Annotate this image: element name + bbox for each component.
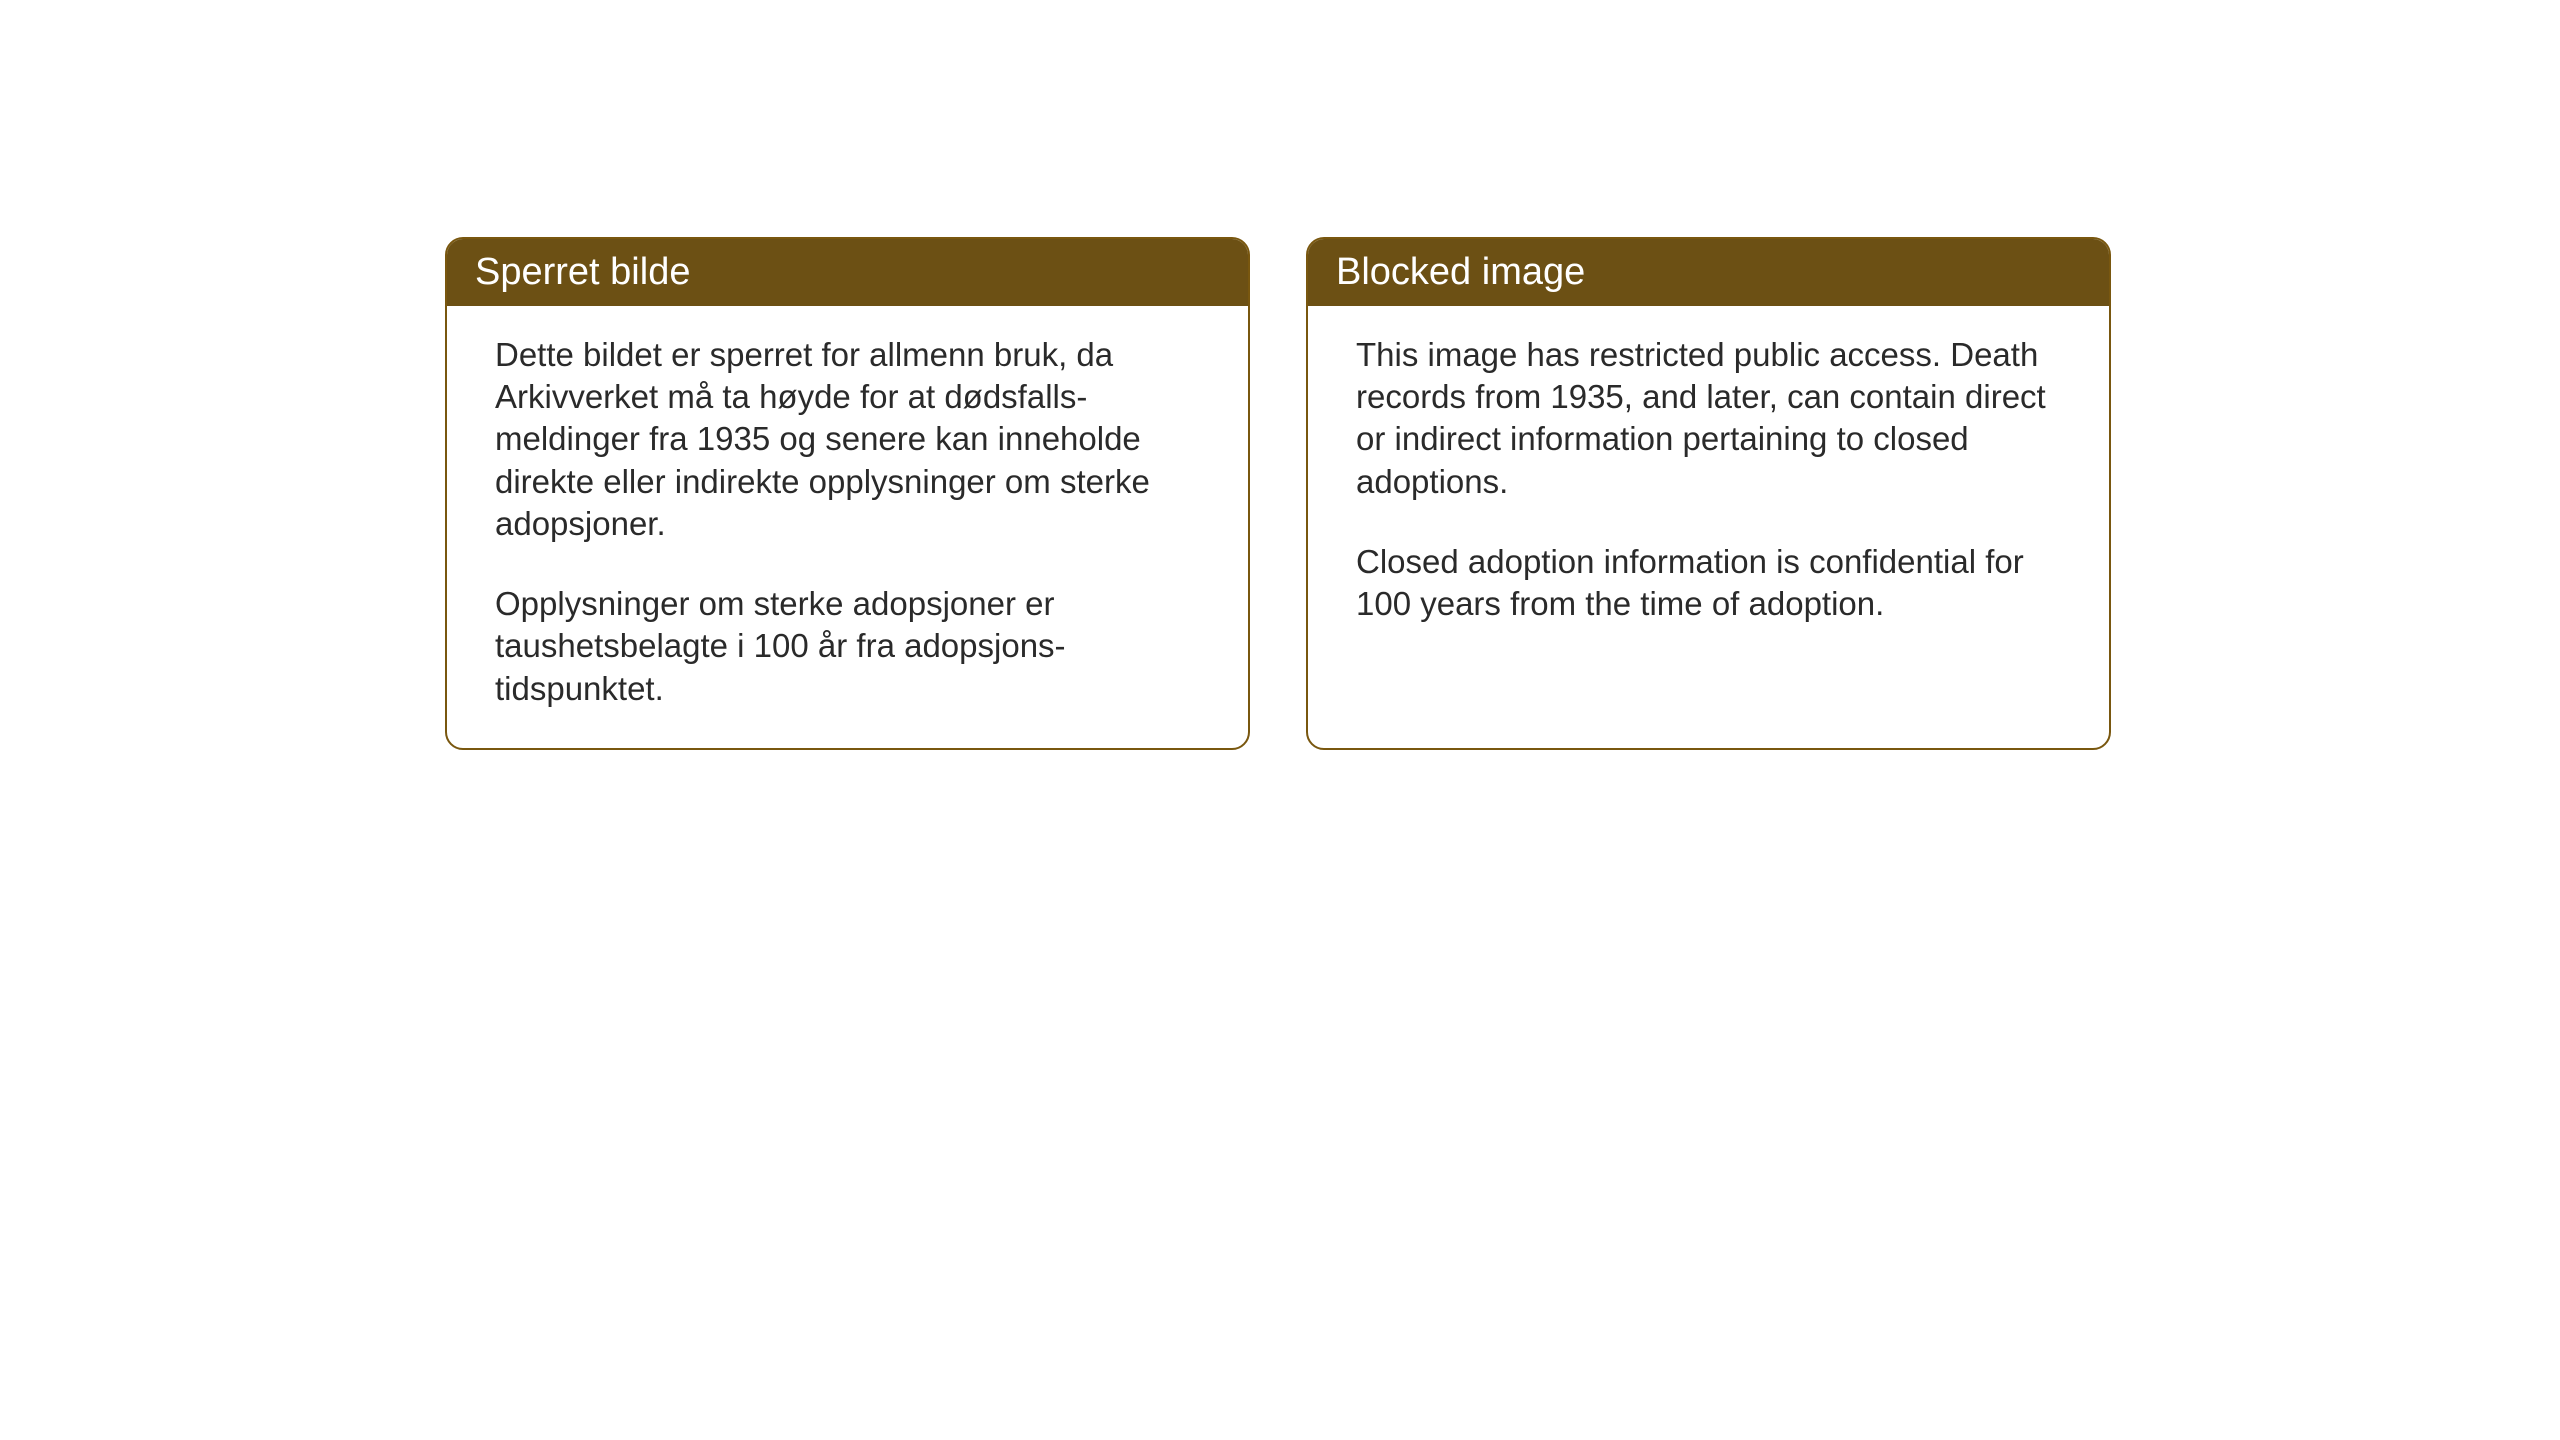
- card-norwegian-para2: Opplysninger om sterke adopsjoner er tau…: [495, 583, 1200, 710]
- card-norwegian-title: Sperret bilde: [475, 251, 690, 293]
- card-norwegian-header: Sperret bilde: [447, 239, 1248, 306]
- card-english-header: Blocked image: [1308, 239, 2109, 306]
- card-norwegian-para1: Dette bildet er sperret for allmenn bruk…: [495, 334, 1200, 545]
- card-english-para1: This image has restricted public access.…: [1356, 334, 2061, 503]
- card-norwegian-body: Dette bildet er sperret for allmenn bruk…: [447, 306, 1248, 748]
- cards-container: Sperret bilde Dette bildet er sperret fo…: [445, 237, 2111, 750]
- card-norwegian: Sperret bilde Dette bildet er sperret fo…: [445, 237, 1250, 750]
- card-english-body: This image has restricted public access.…: [1308, 306, 2109, 748]
- card-english: Blocked image This image has restricted …: [1306, 237, 2111, 750]
- card-english-title: Blocked image: [1336, 251, 1585, 293]
- card-english-para2: Closed adoption information is confident…: [1356, 541, 2061, 625]
